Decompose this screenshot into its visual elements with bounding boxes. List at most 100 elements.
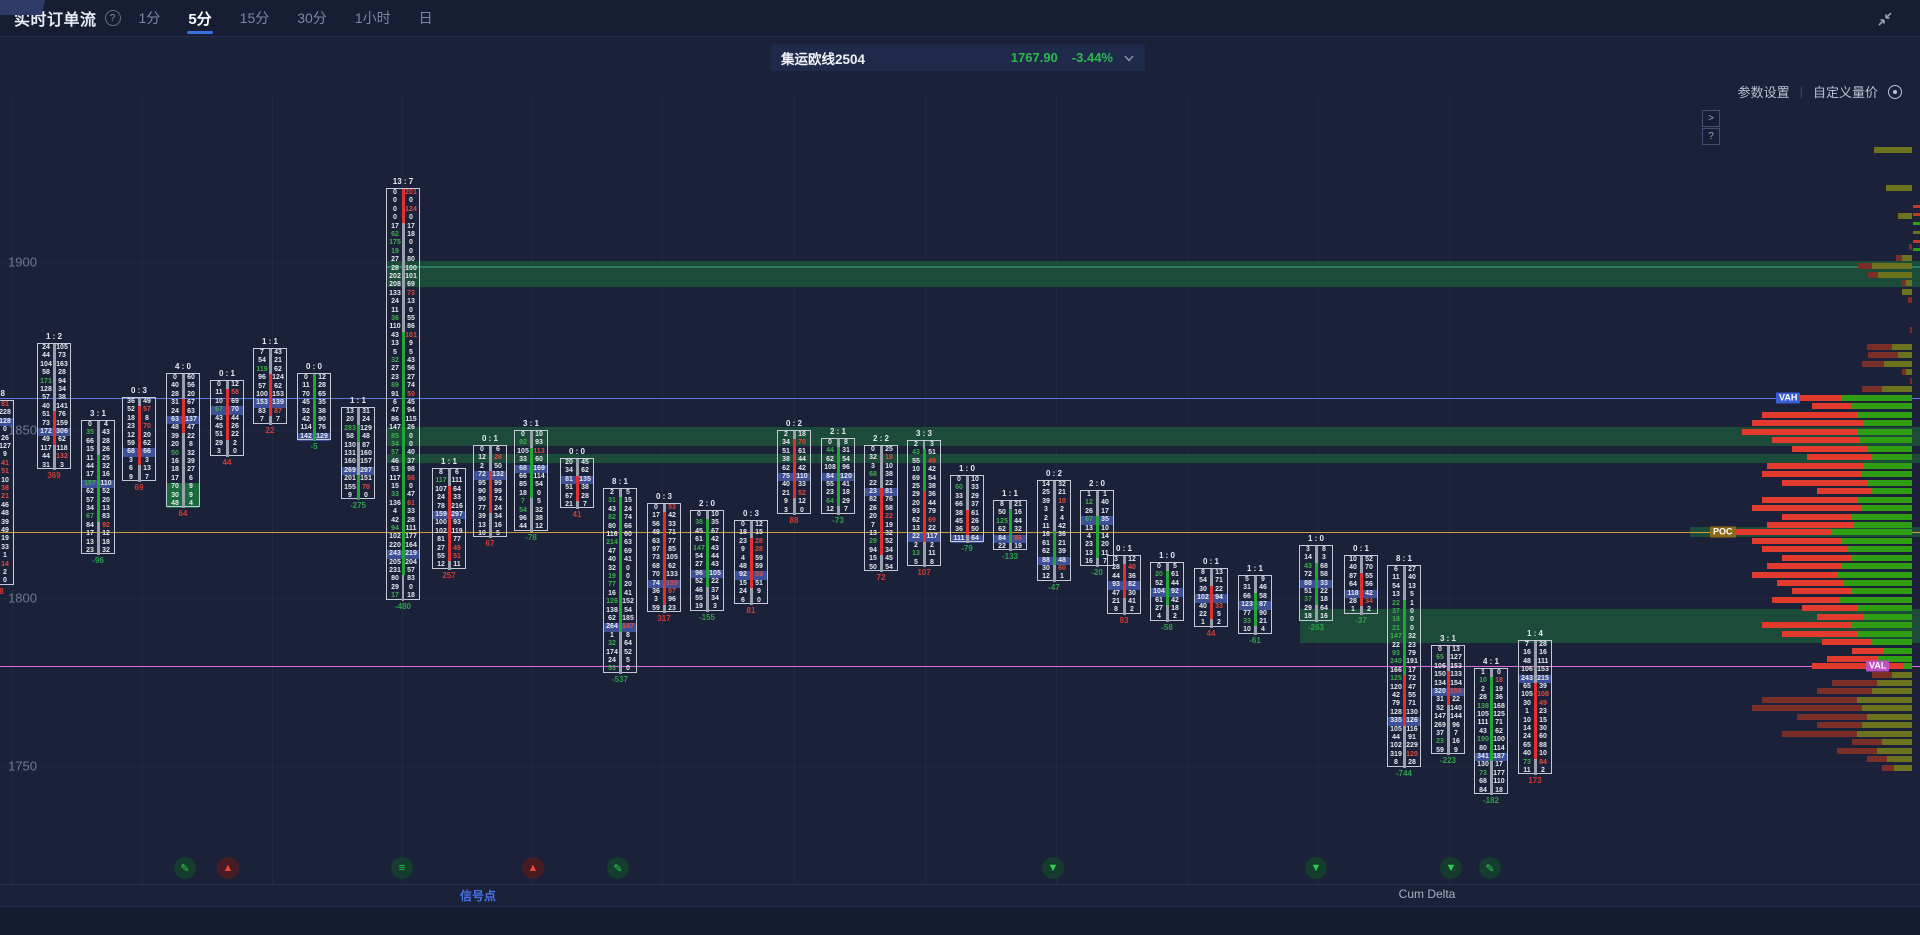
footprint-row: 46 37 <box>695 586 719 594</box>
signal-marker-red[interactable]: ▲ <box>217 857 239 879</box>
param-settings-button[interactable]: 参数设置 <box>1737 85 1790 100</box>
footprint-row: 24 13 <box>391 298 415 306</box>
signal-marker-green[interactable]: ✎ <box>1479 857 1501 879</box>
footprint-row: 20 45 <box>565 459 589 466</box>
expand-panel-button[interactable]: > <box>1702 110 1720 127</box>
signal-marker-green[interactable]: ≡ <box>391 857 413 879</box>
footprint-row: 79 71 <box>1392 700 1416 708</box>
footprint-row: 73 159 <box>42 419 68 427</box>
tab-interval-30分[interactable]: 30分 <box>297 10 327 26</box>
candle-part: 3 8 14 3 43 68 72 58 88 33 51 22 37 18 29 64 18 16 <box>1299 545 1333 622</box>
footprint-row: 45 67 <box>695 527 719 535</box>
footprint-row: 51 22 <box>1304 588 1328 595</box>
footprint-row: 13 22 <box>912 525 936 532</box>
candle-ratio-header: 1 : 1 <box>261 337 278 346</box>
signal-marker-green[interactable]: ✎ <box>174 857 196 879</box>
signal-marker-green[interactable]: ▼ <box>1042 857 1064 879</box>
panel-help-button[interactable]: ? <box>1702 128 1720 145</box>
candle-part: 0 10 38 35 45 67 61 42 147 43 54 44 27 43 96 105 52 22 46 3… <box>690 510 724 612</box>
tab-interval-1小时[interactable]: 1小时 <box>354 10 391 26</box>
signal-points-label[interactable]: 信号点 <box>459 889 497 903</box>
footprint-row: 142 129 <box>300 432 328 440</box>
footprint-row: 13 5 <box>1392 591 1414 599</box>
footprint-row: 43 62 <box>1479 727 1503 735</box>
candle-ratio-header: 13 : 7 <box>392 177 414 186</box>
footprint-row: 37 18 <box>1304 596 1328 604</box>
footprint-row: 155 70 <box>344 483 370 491</box>
profile-bar-buy <box>1857 697 1912 703</box>
footprint-row: 117 111 <box>435 477 463 485</box>
tab-interval-1分[interactable]: 1分 <box>138 10 161 26</box>
footprint-row: 72 58 <box>1304 571 1328 579</box>
help-icon[interactable]: ? <box>104 10 121 26</box>
profile-bar-sell <box>1782 731 1857 737</box>
footprint-row: 57 40 <box>391 449 415 457</box>
tab-interval-日[interactable]: 日 <box>418 10 433 26</box>
candle-ratio-header: 1 : 0 <box>958 464 975 473</box>
footprint-row: 125 72 <box>1390 675 1416 683</box>
tab-interval-15分[interactable]: 15分 <box>239 10 270 26</box>
footprint-row: 91 59 <box>391 390 415 398</box>
footprint-row: 75 110 <box>782 473 808 480</box>
profile-bar-sell <box>1777 580 1844 586</box>
footprint-row: 13 11 <box>1085 549 1109 557</box>
profile-bar-buy <box>1862 471 1912 477</box>
footprint-row: 102 119 <box>435 527 463 535</box>
candle-delta-footer: -537 <box>611 674 628 684</box>
y-axis-label: 1750 <box>8 758 37 774</box>
tab-interval-5分[interactable]: 5分 <box>188 0 211 36</box>
profile-bar-buy <box>1842 563 1912 569</box>
candle-delta-footer: -61 <box>1249 635 1261 645</box>
candle-delta-footer: -275 <box>349 501 366 511</box>
footprint-row: 52 38 <box>302 407 326 415</box>
footprint-row: 40 33 <box>1199 602 1223 610</box>
instrument-selector[interactable]: 集运欧线2504 1767.90 -3.44% <box>771 44 1145 71</box>
footprint-row: 116 60 <box>606 531 632 538</box>
footprint-row: 010 <box>1 476 9 484</box>
signal-marker-green[interactable]: ▼ <box>1305 857 1327 879</box>
visibility-icon[interactable] <box>1888 84 1902 99</box>
signal-marker-green[interactable]: ▼ <box>1440 857 1462 879</box>
profile-bar-sell <box>1767 563 1842 569</box>
footprint-row: 041 <box>1 459 9 467</box>
footprint-row: 104 163 <box>40 360 68 368</box>
profile-bar-buy <box>1886 185 1912 191</box>
candle-delta-footer: 107 <box>917 568 931 577</box>
footprint-row: 18 0 <box>1392 616 1414 624</box>
footprint-row: 66 114 <box>519 473 545 480</box>
footprint-row: 10 4 <box>1243 626 1265 634</box>
footprint-row: 159 297 <box>435 511 463 518</box>
footprint-row: 01 <box>3 552 7 560</box>
profile-bar-sell <box>1817 722 1862 728</box>
footprint-row: 21 0 <box>1392 624 1414 632</box>
footprint-row: 34 0 <box>391 441 413 448</box>
candle-delta-footer: -20 <box>1091 567 1103 577</box>
profile-bar-buy <box>1842 395 1912 401</box>
candle-part: 2 5 31 15 43 24 82 74 80 66 116 60 214 63 47 69 40 41 32 0 1… <box>603 488 637 674</box>
footprint-row: 11 40 <box>1392 574 1416 582</box>
footprint-row: 102 177 <box>389 533 417 541</box>
custom-volume-price-button[interactable]: 自定义量价 <box>1812 85 1878 100</box>
footprint-row: 138 54 <box>606 606 632 614</box>
profile-bar-buy <box>1872 454 1912 460</box>
footprint-row: 10 5 <box>478 530 500 537</box>
collapse-icon[interactable] <box>1874 8 1896 30</box>
candle-ratio-header: 1 : 0 <box>1158 551 1175 560</box>
profile-bar-sell <box>1792 446 1867 452</box>
signal-marker-green[interactable]: ✎ <box>607 857 629 879</box>
footprint-row: 11 42 <box>1042 523 1066 530</box>
footprint-row: 131 160 <box>344 450 372 457</box>
footprint-row: 25 38 <box>912 483 936 490</box>
footprint-row: 125 44 <box>996 517 1022 525</box>
instrument-price: 1767.90 <box>1010 50 1058 65</box>
footprint-row: 57 38 <box>42 394 66 402</box>
signal-marker-red[interactable]: ▲ <box>522 857 544 879</box>
footprint-row: 39 10 <box>1042 497 1066 505</box>
footprint-row: 23 28 <box>739 537 763 545</box>
